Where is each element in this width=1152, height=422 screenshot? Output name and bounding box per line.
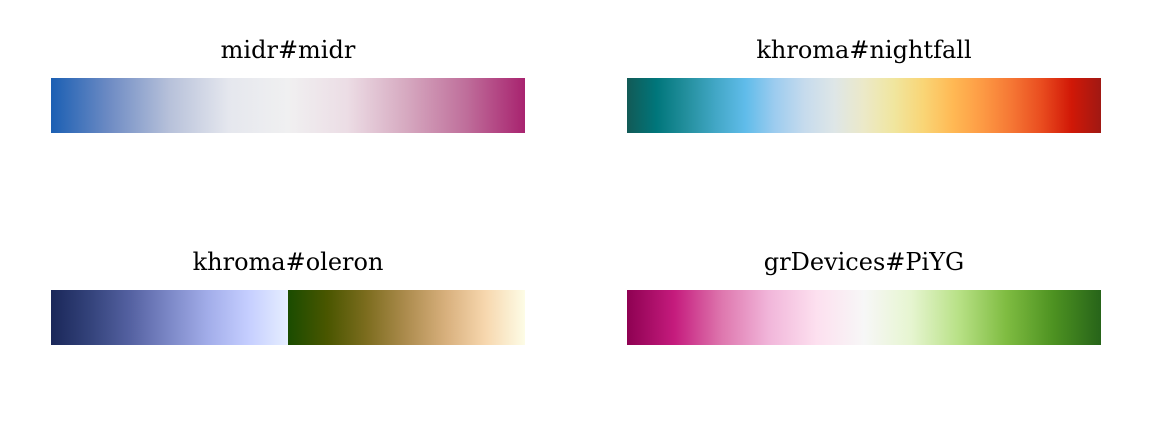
palette-bar-midr (51, 78, 525, 133)
palette-title: khroma#nightfall (756, 36, 972, 64)
palette-gradient (627, 290, 1101, 345)
palette-gradient (288, 290, 525, 345)
palette-bar-oleron (51, 290, 525, 345)
palette-title: grDevices#PiYG (763, 248, 965, 276)
palette-gradient (51, 78, 525, 133)
palette-title: midr#midr (220, 36, 356, 64)
palette-panel-piyg: grDevices#PiYG (627, 248, 1101, 345)
palette-title: khroma#oleron (192, 248, 384, 276)
palette-bar-piyg (627, 290, 1101, 345)
palette-gradient (51, 290, 288, 345)
palette-panel-midr: midr#midr (51, 36, 525, 133)
palette-panel-nightfall: khroma#nightfall (627, 36, 1101, 133)
palette-panel-oleron: khroma#oleron (51, 248, 525, 345)
palette-gradient (627, 78, 1101, 133)
palette-bar-nightfall (627, 78, 1101, 133)
